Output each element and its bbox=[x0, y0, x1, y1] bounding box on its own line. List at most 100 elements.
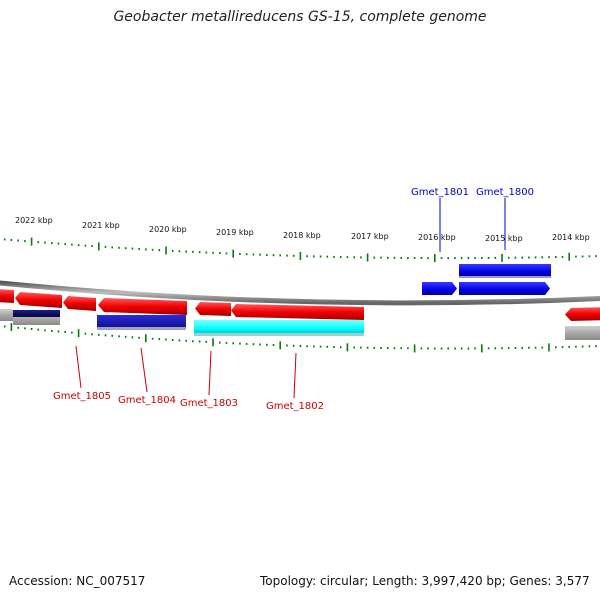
gene-label-gmet-1800[interactable]: Gmet_1800 bbox=[476, 187, 534, 198]
minor-tick bbox=[534, 346, 537, 349]
minor-tick bbox=[219, 252, 221, 255]
minor-tick bbox=[360, 256, 362, 259]
cds-box-gray-left[interactable] bbox=[0, 309, 13, 321]
minor-tick bbox=[37, 328, 40, 331]
minor-tick bbox=[44, 241, 46, 244]
minor-tick bbox=[198, 251, 201, 254]
minor-tick bbox=[10, 239, 13, 241]
gene-label-gmet-1805[interactable]: Gmet_1805 bbox=[53, 391, 111, 402]
minor-tick bbox=[326, 345, 329, 348]
gene-label-gmet-1804[interactable]: Gmet_1804 bbox=[118, 395, 176, 406]
gene-arrow-gmet-1806[interactable] bbox=[15, 292, 62, 308]
kbp-label: 2016 kbp bbox=[418, 233, 456, 242]
gene-label-gmet-1802[interactable]: Gmet_1802 bbox=[266, 401, 324, 412]
minor-tick bbox=[440, 257, 443, 260]
minor-tick bbox=[420, 347, 423, 350]
minor-tick bbox=[178, 339, 181, 342]
minor-tick bbox=[17, 326, 19, 329]
leader-gmet-1802 bbox=[293, 352, 297, 399]
minor-tick bbox=[313, 255, 315, 258]
minor-tick bbox=[494, 347, 497, 350]
minor-tick bbox=[192, 340, 194, 343]
minor-tick bbox=[118, 335, 120, 338]
major-tick bbox=[366, 253, 369, 262]
minor-tick bbox=[528, 256, 530, 259]
major-tick bbox=[232, 249, 234, 258]
gene-arrow-gmet-1802[interactable] bbox=[231, 304, 364, 320]
minor-tick bbox=[24, 240, 26, 243]
minor-tick bbox=[306, 345, 308, 348]
major-tick bbox=[568, 252, 570, 261]
cds-box-gmet-1802[interactable] bbox=[194, 320, 364, 334]
minor-tick bbox=[319, 345, 322, 348]
minor-tick bbox=[192, 250, 194, 253]
minor-tick bbox=[548, 256, 550, 259]
minor-tick bbox=[205, 340, 208, 343]
gene-arrow-gmet-1803[interactable] bbox=[195, 302, 231, 316]
cds-shadow bbox=[97, 327, 186, 330]
minor-tick bbox=[387, 347, 389, 350]
minor-tick bbox=[158, 338, 161, 341]
genome-backbone bbox=[0, 280, 600, 306]
minor-tick bbox=[266, 343, 268, 346]
cds-box-gmet-1800[interactable] bbox=[459, 264, 551, 277]
gene-arrow-gmet-1805[interactable] bbox=[63, 296, 96, 311]
gene-label-gmet-1803[interactable]: Gmet_1803 bbox=[180, 398, 238, 409]
minor-tick bbox=[474, 257, 476, 260]
major-tick bbox=[434, 254, 436, 263]
minor-tick bbox=[24, 327, 26, 330]
minor-tick bbox=[131, 247, 134, 250]
minor-tick bbox=[57, 242, 60, 245]
minor-tick bbox=[84, 332, 87, 335]
minor-tick bbox=[299, 345, 302, 347]
minor-tick bbox=[124, 247, 127, 250]
cds-shadow bbox=[194, 333, 364, 336]
minor-tick bbox=[245, 253, 248, 256]
map-title: Geobacter metallireducens GS-15, complet… bbox=[113, 9, 487, 25]
minor-tick bbox=[205, 251, 208, 254]
minor-tick bbox=[138, 336, 140, 339]
minor-tick bbox=[393, 347, 396, 350]
gene-arrow-gmet-1800[interactable] bbox=[459, 282, 550, 295]
minor-tick bbox=[454, 257, 456, 260]
minor-tick bbox=[64, 243, 66, 246]
major-tick bbox=[10, 323, 13, 332]
minor-tick bbox=[91, 245, 93, 247]
gene-arrow-gmet-1804[interactable] bbox=[98, 298, 187, 315]
leader-gmet-1803 bbox=[208, 350, 212, 396]
minor-tick bbox=[272, 344, 275, 346]
major-tick bbox=[212, 338, 214, 347]
minor-tick bbox=[104, 245, 107, 248]
accession-text: Accession: NC_007517 bbox=[9, 574, 146, 588]
minor-tick bbox=[51, 329, 53, 332]
cds-box-navy[interactable] bbox=[13, 310, 60, 317]
minor-tick bbox=[561, 255, 564, 258]
leader-gmet-1804 bbox=[140, 347, 148, 393]
minor-tick bbox=[440, 347, 443, 350]
minor-tick bbox=[219, 341, 221, 344]
minor-tick bbox=[131, 336, 134, 339]
gene-labels: Gmet_1801 Gmet_1800 Gmet_1805 Gmet_1804 … bbox=[53, 187, 534, 412]
cds-box-gray-right[interactable] bbox=[565, 326, 600, 340]
major-tick bbox=[77, 329, 80, 338]
cds-shadow bbox=[459, 276, 551, 278]
minor-tick bbox=[514, 347, 517, 349]
minor-tick bbox=[581, 345, 584, 348]
major-tick bbox=[165, 246, 167, 255]
gene-arrow-gmet-1801[interactable] bbox=[422, 282, 457, 295]
minor-tick bbox=[239, 342, 241, 345]
minor-tick bbox=[286, 344, 288, 347]
gene-label-gmet-1801[interactable]: Gmet_1801 bbox=[411, 187, 469, 198]
minor-tick bbox=[339, 256, 342, 258]
minor-tick bbox=[541, 346, 544, 349]
cds-box-gmet-1804[interactable] bbox=[97, 315, 186, 328]
minor-tick bbox=[239, 253, 241, 255]
minor-tick bbox=[185, 339, 187, 342]
minor-tick bbox=[427, 347, 429, 350]
minor-tick bbox=[595, 345, 597, 348]
gene-arrow-left-edge[interactable] bbox=[0, 289, 14, 303]
minor-tick bbox=[151, 248, 154, 251]
minor-tick bbox=[17, 239, 19, 242]
gene-arrow-right-edge[interactable] bbox=[565, 307, 600, 321]
minor-tick bbox=[568, 345, 570, 348]
